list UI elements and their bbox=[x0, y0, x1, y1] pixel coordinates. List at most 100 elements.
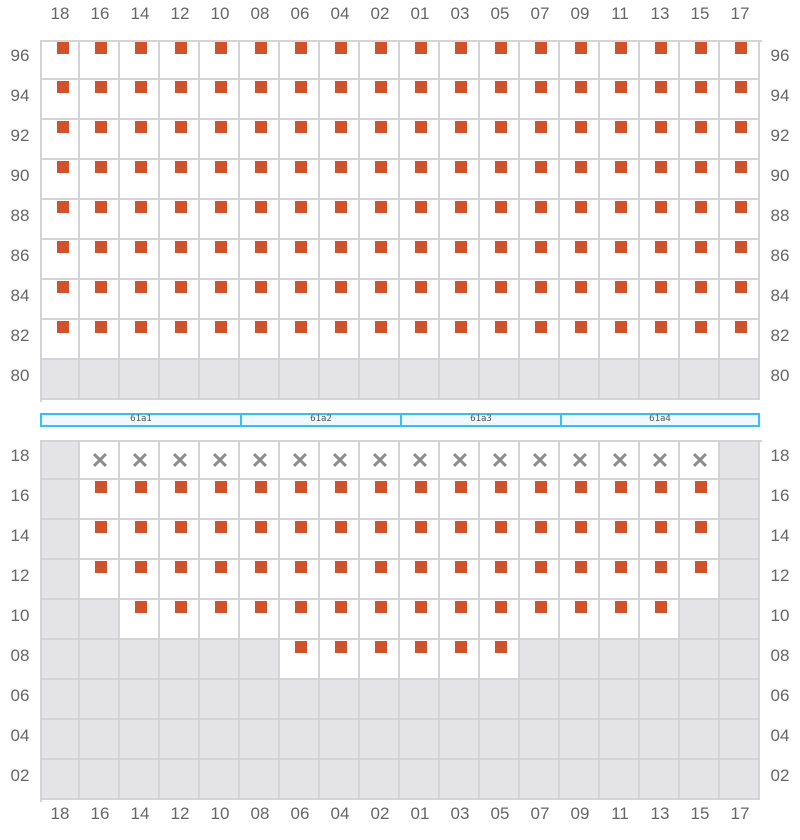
seat-cell[interactable] bbox=[520, 600, 560, 640]
seat-marker-icon[interactable] bbox=[375, 561, 387, 573]
seat-marker-icon[interactable] bbox=[575, 481, 587, 493]
seat-cell[interactable] bbox=[720, 160, 760, 200]
seat-marker-icon[interactable] bbox=[255, 521, 267, 533]
seat-cell[interactable] bbox=[480, 480, 520, 520]
seat-marker-icon[interactable] bbox=[95, 561, 107, 573]
seat-cell[interactable] bbox=[120, 80, 160, 120]
seat-cell[interactable] bbox=[680, 320, 720, 360]
seat-cell[interactable] bbox=[600, 120, 640, 160]
seat-cell[interactable] bbox=[520, 320, 560, 360]
seat-cell[interactable] bbox=[440, 160, 480, 200]
seat-cell[interactable] bbox=[120, 480, 160, 520]
seat-marker-icon[interactable] bbox=[335, 321, 347, 333]
seat-cell[interactable] bbox=[360, 160, 400, 200]
seat-cell[interactable] bbox=[120, 320, 160, 360]
seat-marker-icon[interactable] bbox=[215, 81, 227, 93]
seat-cell[interactable] bbox=[240, 560, 280, 600]
seat-cell[interactable] bbox=[200, 40, 240, 80]
seat-cell[interactable] bbox=[120, 560, 160, 600]
seat-cell[interactable] bbox=[40, 80, 80, 120]
seat-marker-icon[interactable] bbox=[335, 42, 347, 54]
seat-marker-icon[interactable] bbox=[695, 121, 707, 133]
seat-cell[interactable] bbox=[40, 240, 80, 280]
seat-marker-icon[interactable] bbox=[335, 281, 347, 293]
seat-marker-icon[interactable] bbox=[215, 521, 227, 533]
seat-cell[interactable] bbox=[80, 520, 120, 560]
seat-marker-icon[interactable] bbox=[615, 321, 627, 333]
seat-cell[interactable] bbox=[480, 560, 520, 600]
seat-cell[interactable] bbox=[240, 200, 280, 240]
seat-cell[interactable] bbox=[160, 560, 200, 600]
seat-cell[interactable] bbox=[240, 40, 280, 80]
seat-marker-icon[interactable] bbox=[495, 161, 507, 173]
seat-marker-icon[interactable] bbox=[295, 42, 307, 54]
seat-cell[interactable] bbox=[560, 600, 600, 640]
seat-marker-icon[interactable] bbox=[135, 42, 147, 54]
seat-cell[interactable] bbox=[720, 200, 760, 240]
seat-marker-icon[interactable] bbox=[175, 481, 187, 493]
seat-cell[interactable] bbox=[480, 240, 520, 280]
seat-cell[interactable] bbox=[600, 40, 640, 80]
seat-marker-icon[interactable] bbox=[175, 42, 187, 54]
seat-cell[interactable] bbox=[320, 120, 360, 160]
seat-marker-icon[interactable] bbox=[215, 481, 227, 493]
seat-marker-icon[interactable] bbox=[255, 81, 267, 93]
seat-cell[interactable] bbox=[680, 120, 720, 160]
seat-cell[interactable] bbox=[80, 240, 120, 280]
seat-cell[interactable] bbox=[320, 40, 360, 80]
seat-marker-icon[interactable] bbox=[95, 81, 107, 93]
seat-marker-icon[interactable] bbox=[655, 561, 667, 573]
seat-marker-icon[interactable] bbox=[255, 281, 267, 293]
seat-marker-icon[interactable] bbox=[295, 161, 307, 173]
seat-marker-icon[interactable] bbox=[95, 281, 107, 293]
seat-marker-icon[interactable] bbox=[57, 281, 69, 293]
seat-cell[interactable] bbox=[480, 120, 520, 160]
seat-cell[interactable] bbox=[440, 600, 480, 640]
seat-marker-icon[interactable] bbox=[575, 241, 587, 253]
seat-marker-icon[interactable] bbox=[335, 521, 347, 533]
seat-marker-icon[interactable] bbox=[455, 561, 467, 573]
seat-cell[interactable] bbox=[520, 40, 560, 80]
seat-marker-icon[interactable] bbox=[615, 241, 627, 253]
seat-cell[interactable] bbox=[440, 320, 480, 360]
seat-cell[interactable] bbox=[160, 600, 200, 640]
seat-cell[interactable] bbox=[640, 240, 680, 280]
seat-cell[interactable] bbox=[320, 560, 360, 600]
seat-marker-icon[interactable] bbox=[215, 281, 227, 293]
seat-cell[interactable] bbox=[240, 480, 280, 520]
seat-cell[interactable] bbox=[720, 280, 760, 320]
seat-marker-icon[interactable] bbox=[95, 321, 107, 333]
seat-cell[interactable] bbox=[480, 640, 520, 680]
seat-cell[interactable] bbox=[40, 200, 80, 240]
seat-cell[interactable] bbox=[480, 320, 520, 360]
seat-marker-icon[interactable] bbox=[575, 561, 587, 573]
seat-cell[interactable] bbox=[520, 240, 560, 280]
seat-cell[interactable] bbox=[560, 560, 600, 600]
seat-cell[interactable] bbox=[400, 40, 440, 80]
seat-cell[interactable] bbox=[160, 200, 200, 240]
seat-cell[interactable] bbox=[120, 280, 160, 320]
seat-marker-icon[interactable] bbox=[495, 241, 507, 253]
seat-marker-icon[interactable] bbox=[735, 42, 747, 54]
seat-cell[interactable] bbox=[160, 40, 200, 80]
seat-cell[interactable] bbox=[240, 160, 280, 200]
seat-cell[interactable] bbox=[360, 240, 400, 280]
seat-marker-icon[interactable] bbox=[375, 81, 387, 93]
seat-marker-icon[interactable] bbox=[695, 521, 707, 533]
seat-marker-icon[interactable] bbox=[255, 481, 267, 493]
seat-marker-icon[interactable] bbox=[575, 81, 587, 93]
seat-marker-icon[interactable] bbox=[415, 121, 427, 133]
seat-cell[interactable] bbox=[440, 480, 480, 520]
seat-marker-icon[interactable] bbox=[215, 561, 227, 573]
seat-marker-icon[interactable] bbox=[415, 481, 427, 493]
seat-marker-icon[interactable] bbox=[535, 561, 547, 573]
seat-marker-icon[interactable] bbox=[135, 201, 147, 213]
seat-cell[interactable] bbox=[640, 560, 680, 600]
seat-marker-icon[interactable] bbox=[415, 161, 427, 173]
seat-cell[interactable] bbox=[280, 160, 320, 200]
seat-marker-icon[interactable] bbox=[375, 201, 387, 213]
seat-marker-icon[interactable] bbox=[455, 321, 467, 333]
seat-marker-icon[interactable] bbox=[375, 161, 387, 173]
seat-marker-icon[interactable] bbox=[735, 201, 747, 213]
seat-marker-icon[interactable] bbox=[655, 42, 667, 54]
